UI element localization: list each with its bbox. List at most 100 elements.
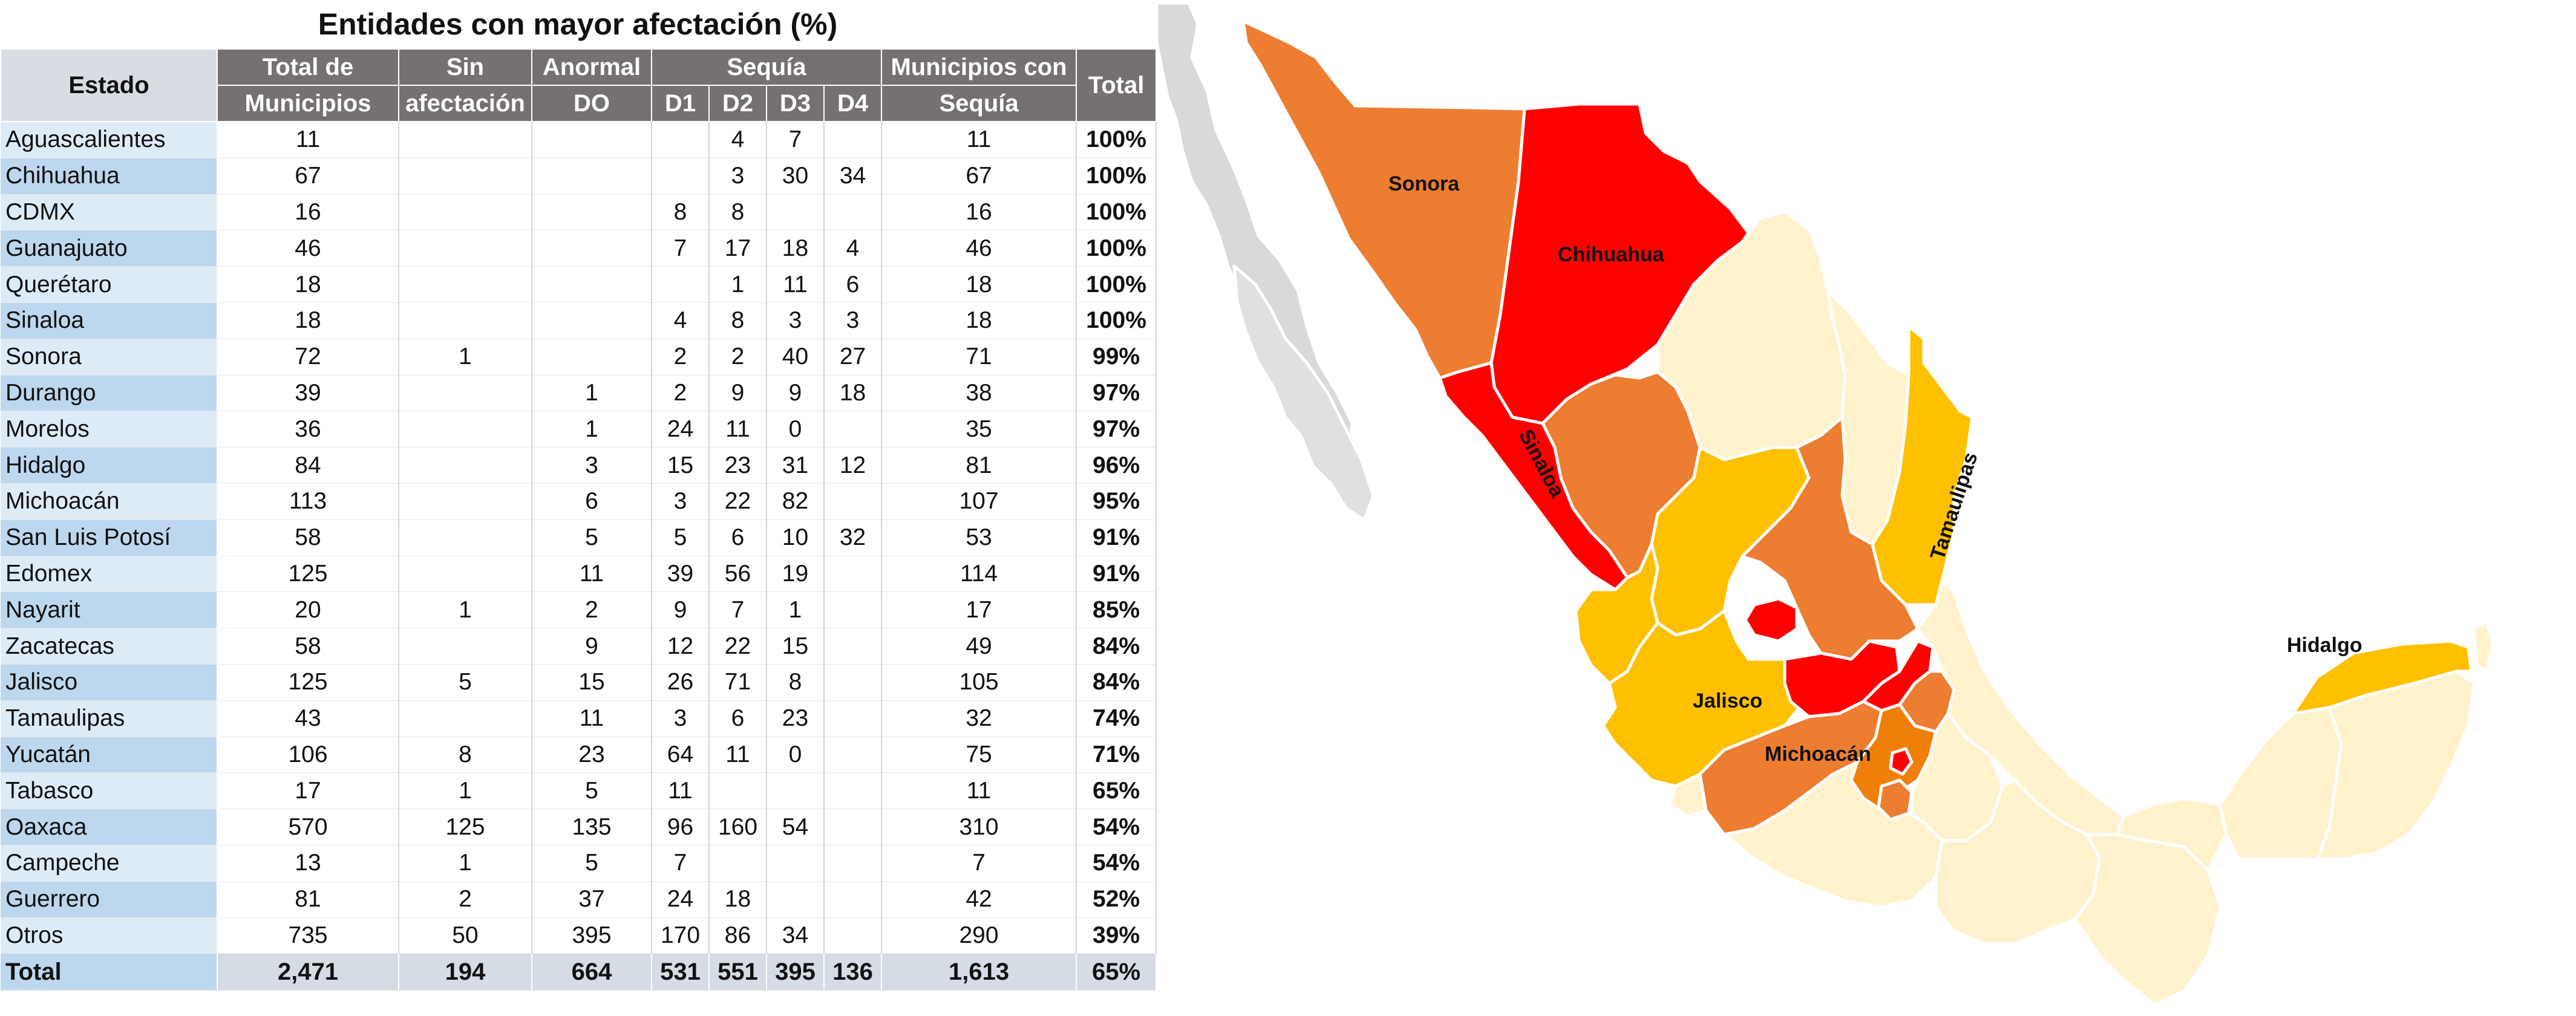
cell-total: 20 [217, 591, 399, 629]
map-state-yucatan [2291, 639, 2473, 715]
table-row: Durango 39 1 2 9 9 18 38 97% [1, 375, 1157, 412]
cell-do: 2 [532, 591, 652, 629]
cell-mun: 75 [881, 737, 1077, 773]
cell-do [532, 122, 652, 158]
cell-d1: 3 [652, 700, 710, 737]
cell-d2: 6 [709, 519, 767, 556]
cell-d3 [767, 194, 825, 231]
cell-d1: 2 [652, 375, 710, 412]
header-d3: D3 [766, 85, 825, 122]
cell-pct: 100% [1076, 230, 1157, 267]
cell-sin [399, 122, 532, 158]
cell-sin: 8 [399, 737, 532, 773]
cell-d4 [824, 483, 883, 520]
cell-estado: Querétaro [1, 266, 218, 303]
cell-mun: 11 [881, 772, 1077, 810]
table-row: Campeche 13 1 5 7 7 54% [1, 845, 1157, 882]
cell-d4 [824, 917, 883, 954]
cell-pct: 96% [1076, 447, 1157, 484]
cell-estado: San Luis Potosí [1, 519, 218, 556]
cell-d3: 31 [767, 447, 825, 484]
cell-mun: 1,613 [881, 953, 1077, 991]
cell-estado: Guanajuato [1, 230, 218, 267]
cell-total: 39 [217, 375, 399, 412]
cell-sin: 125 [399, 809, 532, 845]
cell-d2 [709, 772, 767, 810]
cell-estado: Durango [1, 375, 218, 412]
cell-d3: 0 [767, 737, 825, 773]
cell-total: 106 [217, 737, 399, 773]
cell-d2: 17 [709, 230, 767, 267]
table-row: Guanajuato 46 7 17 18 4 46 100% [1, 230, 1157, 267]
cell-d3: 3 [767, 302, 825, 339]
cell-estado: Chihuahua [1, 158, 218, 195]
cell-estado: Campeche [1, 845, 218, 882]
mexico-drought-map: Sonora Chihuahua Sinaloa Tamaulipas Jali… [1156, 1, 2494, 1006]
cell-sin [399, 556, 532, 593]
cell-d2: 1 [709, 266, 767, 303]
map-cozumel [2473, 621, 2494, 674]
cell-pct: 71% [1076, 737, 1157, 773]
cell-d1 [652, 266, 710, 303]
cell-d3: 8 [767, 664, 825, 701]
cell-d4: 18 [824, 375, 883, 412]
cell-do: 11 [532, 700, 652, 737]
cell-mun: 16 [881, 194, 1077, 231]
cell-total: 18 [217, 302, 399, 339]
cell-d1: 15 [652, 447, 710, 484]
table-row: Zacatecas 58 9 12 22 15 49 84% [1, 628, 1157, 665]
cell-d3 [767, 772, 825, 810]
cell-estado: Michoacán [1, 483, 218, 520]
cell-total: 58 [217, 628, 399, 665]
cell-d2: 71 [709, 664, 767, 701]
cell-pct: 65% [1076, 953, 1157, 991]
cell-d4: 136 [824, 953, 883, 991]
cell-pct: 100% [1076, 158, 1157, 195]
cell-do: 135 [532, 809, 652, 845]
cell-total: 46 [217, 230, 399, 267]
cell-d4: 32 [824, 519, 883, 556]
cell-pct: 65% [1076, 772, 1157, 810]
map-state-aguascalientes [1744, 597, 1799, 643]
cell-d3: 30 [767, 158, 825, 195]
cell-total: 58 [217, 519, 399, 556]
cell-d3: 9 [767, 375, 825, 412]
cell-d4 [824, 809, 883, 845]
header-sin-afectacion-2: afectación [398, 85, 532, 122]
cell-d4 [824, 772, 883, 810]
cell-sin [399, 230, 532, 267]
cell-d1 [652, 158, 710, 195]
cell-mun: 114 [881, 556, 1077, 593]
table-row: Guerrero 81 2 37 24 18 42 52% [1, 881, 1157, 918]
cell-mun: 67 [881, 158, 1077, 195]
cell-mun: 17 [881, 591, 1077, 629]
cell-d1: 2 [652, 339, 710, 376]
cell-pct: 52% [1076, 881, 1157, 918]
cell-mun: 290 [881, 917, 1077, 954]
cell-d1: 24 [652, 881, 710, 918]
cell-pct: 54% [1076, 809, 1157, 845]
cell-d3: 40 [767, 339, 825, 376]
cell-pct: 91% [1076, 519, 1157, 556]
cell-d4 [824, 411, 883, 448]
cell-d3: 54 [767, 809, 825, 845]
cell-pct: 100% [1076, 194, 1157, 231]
cell-total: 17 [217, 772, 399, 810]
map-state-baja-california-sur [1232, 264, 1375, 522]
table-row: Otros 735 50 395 170 86 34 290 39% [1, 917, 1157, 954]
cell-sin [399, 411, 532, 448]
cell-do: 9 [532, 628, 652, 665]
cell-sin [399, 158, 532, 195]
table-row: Aguascalientes 11 4 7 11 100% [1, 122, 1157, 158]
cell-d2: 56 [709, 556, 767, 593]
map-state-cdmx [1889, 747, 1914, 776]
cell-total: 43 [217, 700, 399, 737]
cell-d1: 5 [652, 519, 710, 556]
cell-d2: 23 [709, 447, 767, 484]
header-municipios-sequia-1: Municipios con [881, 48, 1077, 86]
cell-estado: Edomex [1, 556, 218, 593]
cell-mun: 53 [881, 519, 1077, 556]
cell-sin: 50 [399, 917, 532, 954]
cell-d2: 18 [709, 881, 767, 918]
cell-pct: 99% [1076, 339, 1157, 376]
